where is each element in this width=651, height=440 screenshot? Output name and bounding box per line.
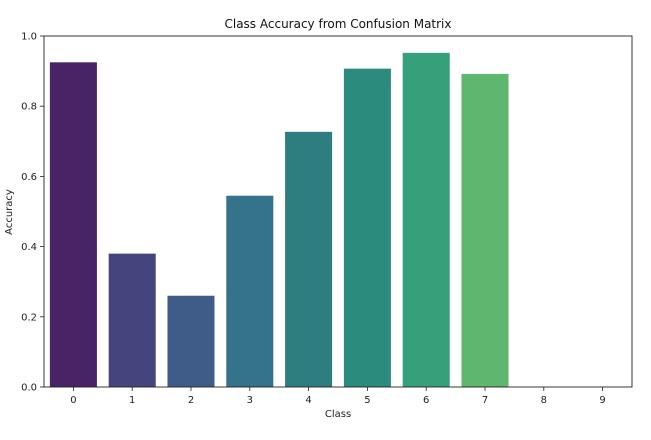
y-tick-label: 0.4 [21,242,37,253]
bar-class-5 [343,68,391,387]
x-tick-label: 2 [188,395,194,406]
y-tick-label: 0.6 [21,172,37,183]
x-tick-label: 9 [599,395,605,406]
x-tick-label: 1 [129,395,135,406]
axes-frame [43,35,633,388]
bar-class-4 [285,131,333,387]
bar-class-0 [49,62,97,387]
bar-class-3 [226,195,274,387]
bar-class-7 [461,73,509,387]
plot-area: 0 1 2 3 4 5 6 7 8 9 0.0 0.2 0.4 0.6 0.8 1.0 [21,32,633,406]
y-tick-label: 0.0 [21,383,37,394]
x-tick-label: 0 [70,395,76,406]
x-tick-label: 5 [364,395,370,406]
bar-class-6 [402,52,450,387]
chart-title: Class Accuracy from Confusion Matrix [224,17,451,31]
y-tick-label: 0.8 [21,102,37,113]
x-axis-label: Class [325,409,351,420]
x-tick-label: 8 [541,395,547,406]
x-tick-label: 6 [423,395,429,406]
bar-class-1 [108,253,156,387]
x-tick-label: 4 [305,395,311,406]
y-tick-label: 1.0 [21,32,37,43]
y-axis-label: Accuracy [4,189,15,235]
bar-class-2 [167,295,215,387]
y-tick-label: 0.2 [21,312,37,323]
x-tick-label: 3 [247,395,253,406]
x-tick-label: 7 [482,395,488,406]
